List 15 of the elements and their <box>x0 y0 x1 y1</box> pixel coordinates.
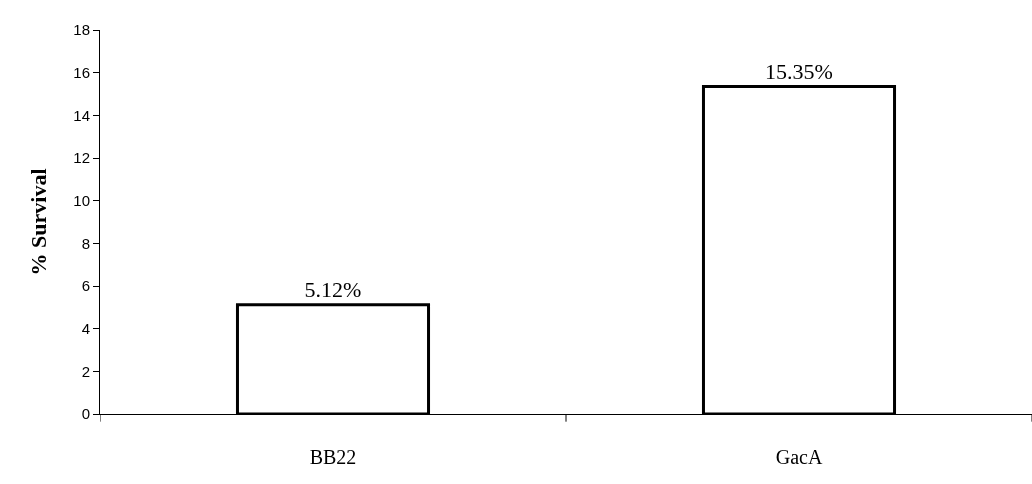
y-tick-label: 18 <box>73 21 90 39</box>
data-label: 15.35% <box>765 58 833 84</box>
y-axis-title: % Survival <box>26 168 52 276</box>
y-tick-label: 16 <box>73 63 90 81</box>
y-tick-label: 14 <box>73 106 90 124</box>
y-tick-label: 2 <box>81 362 90 380</box>
x-tick-label: GacA <box>775 446 823 468</box>
y-tick-label: 8 <box>81 234 90 252</box>
y-tick-label: 10 <box>73 191 90 209</box>
x-tick-label: BB22 <box>309 446 357 468</box>
y-tick-label: 0 <box>81 405 90 423</box>
y-tick-label: 6 <box>81 277 90 295</box>
y-tick-label: 12 <box>73 149 90 167</box>
y-tick-label: 4 <box>81 319 90 337</box>
data-label: 5.12% <box>304 276 362 302</box>
